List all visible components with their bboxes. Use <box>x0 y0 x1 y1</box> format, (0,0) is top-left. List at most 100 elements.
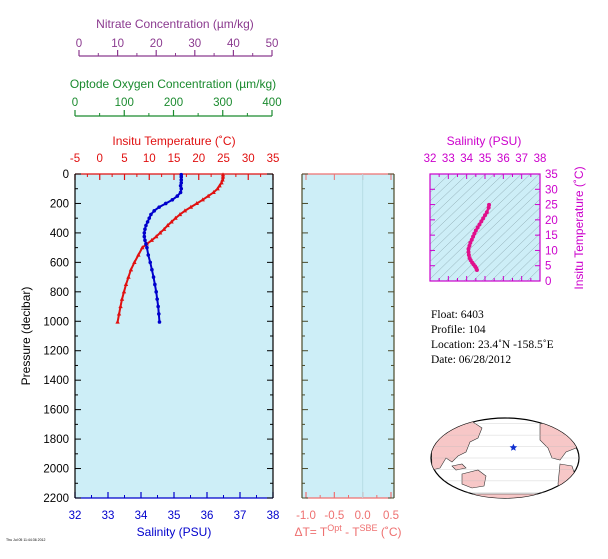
temperature-point <box>115 319 120 324</box>
temperature-point <box>194 201 199 206</box>
oxygen-axis-label: Optode Oxygen Concentration (µm/kg) <box>70 77 276 91</box>
ts-point <box>483 213 487 218</box>
temperature-axis-tick-label: 0 <box>97 153 103 165</box>
temperature-point <box>169 219 174 224</box>
ts-y-tick-label: 0 <box>545 276 551 288</box>
delta-t-label-sup1: Opt <box>327 523 342 533</box>
ts-y-tick-label: 15 <box>545 230 558 242</box>
ts-density-contour <box>430 174 531 271</box>
salinity-point <box>148 260 153 265</box>
ts-series <box>466 202 492 272</box>
pressure-tick-label: 800 <box>50 287 69 299</box>
salinity-axis-tick-label: 37 <box>234 510 247 522</box>
date: Date: 06/28/2012 <box>431 354 511 366</box>
salinity-point <box>144 242 148 246</box>
temperature-point <box>121 289 127 294</box>
salinity-axis-tick-label: 34 <box>135 510 148 522</box>
oxygen-axis-tick-label: 100 <box>115 97 134 109</box>
temperature-point <box>173 215 178 220</box>
ts-point <box>471 234 476 239</box>
ts-x-tick-label: 37 <box>515 153 528 165</box>
salinity-point <box>154 290 158 294</box>
temperature-point <box>211 190 216 195</box>
ts-point <box>479 219 484 224</box>
salinity-point <box>157 205 161 209</box>
ts-panel <box>430 174 540 281</box>
ts-density-contour <box>430 174 459 202</box>
salinity-point <box>179 178 184 182</box>
temperature-axis-tick-label: 15 <box>168 153 181 165</box>
salinity-point <box>150 267 154 272</box>
nitrate-axis-tick-label: 10 <box>111 38 124 50</box>
ts-density-contour <box>430 174 513 254</box>
float-location-marker <box>509 443 518 451</box>
ts-y-tick-label: 25 <box>545 200 558 212</box>
delta-t-axis-tick-label: 0.5 <box>383 510 399 522</box>
pressure-tick-label: 400 <box>50 228 69 240</box>
footer-timestamp: Thu Jul 05 11:44:36 2012 <box>6 538 45 542</box>
salinity-point <box>146 253 151 257</box>
ts-density-contour <box>430 174 468 210</box>
nitrate-axis-tick-label: 0 <box>76 38 82 50</box>
salinity-point <box>156 304 160 309</box>
temperature-point <box>205 193 211 198</box>
temperature-point <box>149 237 154 242</box>
temperature-point <box>188 204 194 209</box>
salinity-point <box>145 220 150 224</box>
delta-t-axis-label: ΔT= TOpt - TSBE (˚C) <box>294 523 401 539</box>
ts-density-contour <box>430 174 486 228</box>
nitrate-axis-tick-label: 50 <box>266 38 279 50</box>
ts-point <box>477 222 482 227</box>
pressure-axis-label: Pressure (decibar) <box>19 287 33 386</box>
ts-x-tick-label: 34 <box>460 153 473 165</box>
salinity-axis-tick-label: 35 <box>168 510 181 522</box>
temperature-point <box>161 226 167 231</box>
ts-x-tick-label: 38 <box>534 153 547 165</box>
world-map <box>430 417 580 499</box>
ts-point <box>467 243 472 248</box>
temperature-point <box>157 230 163 235</box>
salinity-point <box>157 312 161 316</box>
pressure-tick-label: 1200 <box>43 346 69 358</box>
ts-axes: 32 33 34 35 36 37 38 0 5 10 15 20 25 30 35 <box>424 153 558 288</box>
nitrate-axis: 0 10 20 30 40 50 <box>76 38 279 57</box>
map-australia <box>461 469 487 489</box>
temperature-axis-tick-label: 35 <box>267 153 280 165</box>
salinity-point <box>143 238 147 243</box>
salinity-axis-tick-label: 36 <box>201 510 214 522</box>
temperature-axis: -5 0 5 10 15 20 25 30 35 <box>70 153 280 180</box>
temperature-point <box>126 274 131 279</box>
temperature-point <box>215 186 220 191</box>
temperature-point <box>182 208 188 213</box>
ts-point <box>473 228 478 233</box>
temperature-axis-tick-label: 30 <box>242 153 255 165</box>
ts-density-contour <box>430 174 477 219</box>
salinity-point <box>145 245 149 250</box>
ts-x-tick-label: 35 <box>479 153 492 165</box>
temperature-point <box>220 174 226 179</box>
temperature-point <box>132 259 137 264</box>
temperature-axis-label: Insitu Temperature (˚C) <box>112 134 235 148</box>
ts-density-contour <box>430 174 522 262</box>
ts-point <box>466 246 471 251</box>
salinity-point <box>178 183 183 188</box>
delta-t-label-mid: - T <box>342 525 360 539</box>
temperature-point <box>219 180 224 185</box>
salinity-point <box>147 216 152 220</box>
salinity-axis-tick-label: 33 <box>102 510 115 522</box>
salinity-point <box>152 209 156 213</box>
pressure-tick-label: 1000 <box>43 316 69 328</box>
ts-point <box>466 253 471 258</box>
ts-density-contour <box>430 174 504 245</box>
ts-y-tick-label: 5 <box>545 261 551 273</box>
salinity-point <box>142 234 147 239</box>
ts-x-tick-label: 33 <box>442 153 455 165</box>
delta-t-label-main: ΔT= T <box>294 525 327 539</box>
salinity-point <box>179 186 184 191</box>
ts-point <box>475 225 480 230</box>
profile-panel <box>75 174 273 498</box>
pressure-tick-label: 2200 <box>43 493 69 505</box>
salinity-point <box>157 320 162 324</box>
profile-series <box>115 172 226 324</box>
nitrate-axis-tick-label: 40 <box>227 38 240 50</box>
